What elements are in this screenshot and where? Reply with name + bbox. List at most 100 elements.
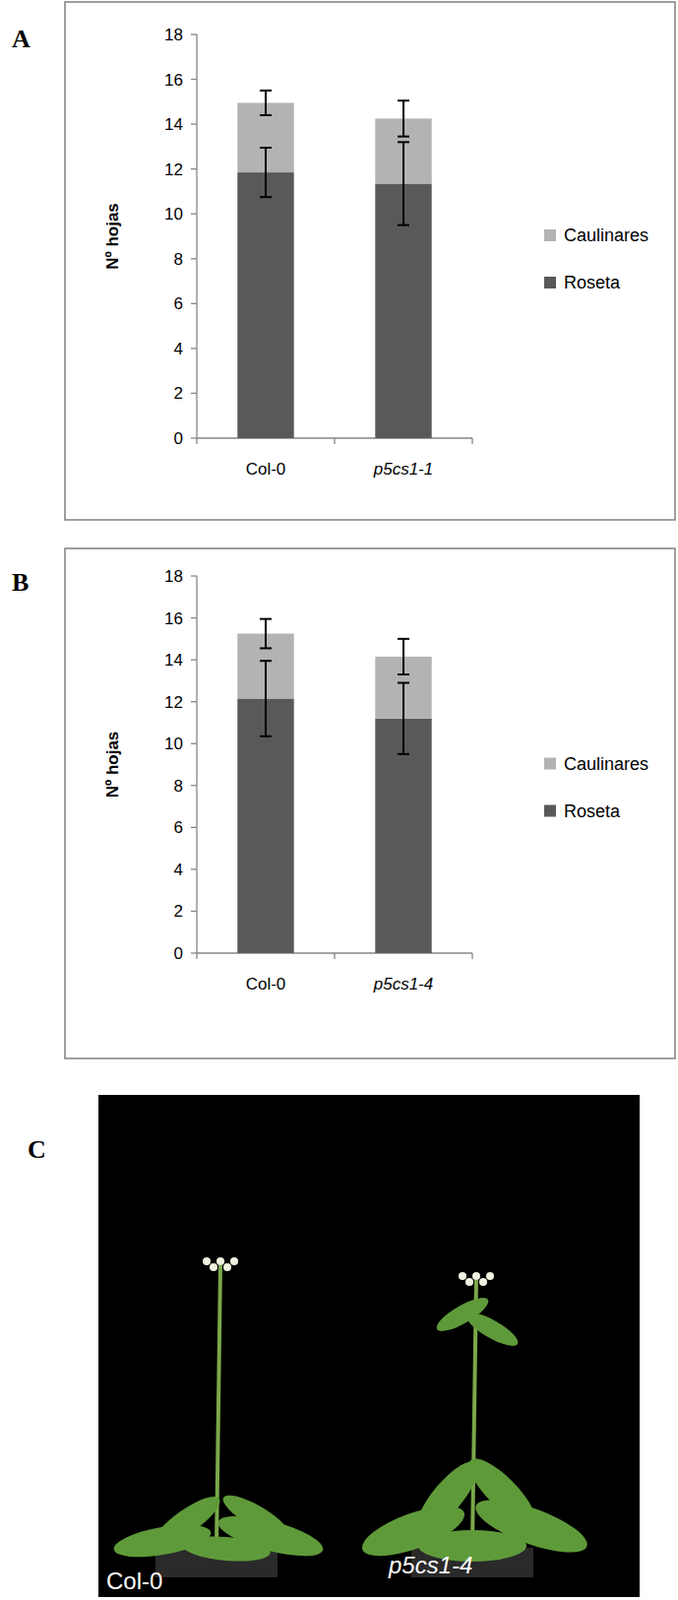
y-axis xyxy=(195,575,197,953)
y-tick xyxy=(190,33,197,35)
y-tick xyxy=(190,78,197,80)
chart-panel: A024681012141618Nº hojasCol-0p5cs1-1Caul… xyxy=(11,1,676,520)
legend: Caulinares Roseta xyxy=(544,753,649,821)
y-tick xyxy=(190,742,197,744)
error-bar xyxy=(397,682,410,754)
error-cap xyxy=(397,135,410,138)
error-cap xyxy=(259,114,272,117)
y-tick xyxy=(190,951,197,953)
y-tick-label: 4 xyxy=(174,860,184,879)
y-tick xyxy=(190,658,197,660)
error-cap xyxy=(397,99,410,102)
error-cap xyxy=(259,617,272,620)
error-cap xyxy=(259,735,272,738)
y-axis xyxy=(195,34,197,438)
flower xyxy=(458,1271,467,1280)
error-bar xyxy=(259,147,272,197)
error-line xyxy=(264,660,267,737)
x-tick xyxy=(471,952,473,959)
error-cap xyxy=(397,752,410,755)
y-tick xyxy=(190,303,197,305)
flower xyxy=(223,1262,232,1271)
leaf xyxy=(462,1305,523,1352)
error-bar xyxy=(259,618,272,649)
y-tick xyxy=(190,910,197,912)
leaf xyxy=(218,1486,295,1543)
error-bar xyxy=(397,100,410,136)
y-tick xyxy=(190,700,197,702)
y-tick-label: 16 xyxy=(164,609,184,628)
y-tick xyxy=(190,436,197,438)
bar-segment xyxy=(237,172,294,438)
panel-letter: C xyxy=(27,1134,47,1164)
y-tick-label: 0 xyxy=(174,943,184,963)
legend-label: Roseta xyxy=(563,801,621,821)
y-tick-label: 0 xyxy=(174,429,184,448)
y-tick-label: 6 xyxy=(174,294,184,313)
error-cap xyxy=(397,637,410,640)
x-tick-label: Col-0 xyxy=(246,974,287,993)
x-tick xyxy=(195,437,197,444)
photo-background xyxy=(98,1094,640,1597)
legend-label: Roseta xyxy=(563,272,621,293)
y-tick-label: 6 xyxy=(174,817,184,837)
y-axis-title: Nº hojas xyxy=(103,202,123,270)
y-axis-title: Nº hojas xyxy=(103,731,123,799)
bar-segment xyxy=(237,697,294,953)
legend-swatch xyxy=(544,757,556,770)
error-bars xyxy=(259,90,410,226)
y-tick xyxy=(190,168,197,170)
error-line xyxy=(264,90,267,116)
y-tick-label: 18 xyxy=(164,25,184,45)
flower xyxy=(202,1256,211,1265)
y-tick-label: 10 xyxy=(164,204,184,224)
x-tick-label: p5cs1-4 xyxy=(372,974,433,993)
leaf xyxy=(181,1532,272,1564)
error-cap xyxy=(259,195,272,198)
leaf xyxy=(460,1449,545,1534)
panel-letter: A xyxy=(11,24,31,54)
x-tick xyxy=(333,952,335,959)
flower xyxy=(472,1271,481,1280)
flower xyxy=(486,1271,494,1280)
bar-segment xyxy=(374,718,432,953)
y-tick-label: 8 xyxy=(174,249,184,269)
error-line xyxy=(402,100,405,136)
error-line xyxy=(264,618,267,649)
legend-label: Caulinares xyxy=(563,753,649,774)
flower xyxy=(479,1277,488,1286)
legend-swatch xyxy=(544,804,556,817)
bars xyxy=(237,102,432,438)
legend: Caulinares Roseta xyxy=(544,225,649,293)
y-tick-label: 2 xyxy=(174,901,184,921)
y-tick-label: 16 xyxy=(164,70,184,90)
figure: A 0 2 4 6 8 10 12 14 16 18 Nº hojas Col-0 p5cs1-1 Caul… xyxy=(0,0,678,1600)
y-tick-label: 12 xyxy=(164,692,184,712)
y-tick xyxy=(190,574,197,576)
legend-swatch xyxy=(544,229,556,242)
flower xyxy=(209,1262,218,1271)
x-tick-label: Col-0 xyxy=(246,459,287,479)
y-tick-label: 10 xyxy=(164,734,184,753)
panel-letter: B xyxy=(11,567,29,597)
error-cap xyxy=(397,140,410,143)
y-tick-label: 4 xyxy=(174,339,184,359)
error-cap xyxy=(259,646,272,649)
error-line xyxy=(402,141,405,225)
plant xyxy=(111,1256,327,1577)
chart-panel: B024681012141618Nº hojasCol-0p5cs1-4Caul… xyxy=(11,548,676,1058)
y-tick-label: 2 xyxy=(174,383,184,403)
y-tick xyxy=(190,392,197,394)
error-cap xyxy=(397,681,410,684)
y-tick xyxy=(190,347,197,349)
y-tick xyxy=(190,123,197,124)
flower xyxy=(230,1256,239,1265)
error-bar xyxy=(397,141,410,225)
x-tick-label: p5cs1-1 xyxy=(372,459,433,479)
legend-label: Caulinares xyxy=(563,225,649,246)
error-line xyxy=(264,147,267,197)
y-tick xyxy=(190,784,197,786)
error-bar xyxy=(259,660,272,737)
y-tick xyxy=(190,213,197,215)
y-tick-label: 14 xyxy=(164,650,184,670)
